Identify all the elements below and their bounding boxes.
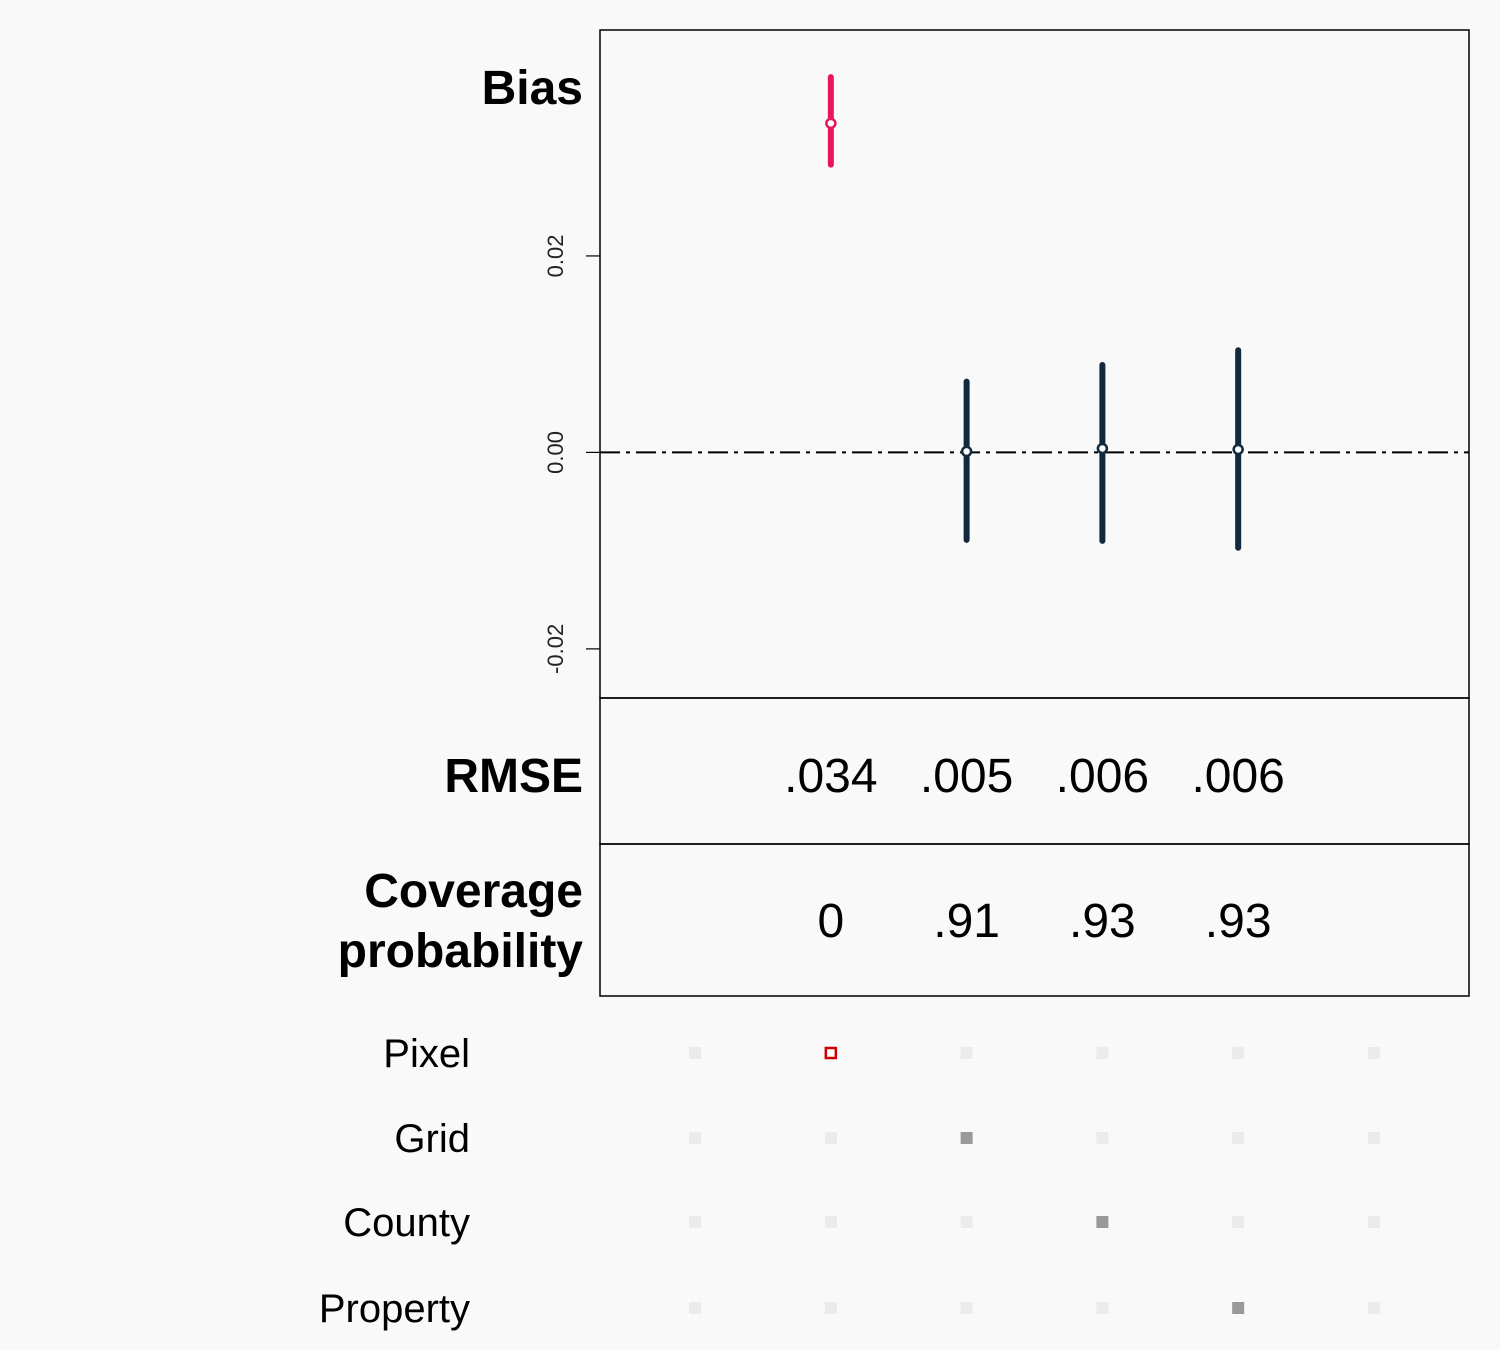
method-indicator: [1096, 1047, 1109, 1059]
rmse-value: .006: [1191, 750, 1284, 803]
rmse-value: .005: [920, 750, 1013, 803]
method-indicator: [1096, 1132, 1109, 1144]
y-tick-label: 0.02: [543, 235, 568, 278]
coverage-title-line1: Coverage: [364, 865, 583, 918]
method-indicator: [824, 1216, 837, 1228]
method-indicator: [1232, 1216, 1245, 1228]
method-indicator-active: [1096, 1216, 1109, 1228]
rmse-panel-frame: [599, 697, 1470, 845]
method-indicator: [960, 1302, 973, 1314]
method-indicator: [1367, 1047, 1380, 1059]
method-indicator: [1096, 1302, 1109, 1314]
method-indicator: [689, 1047, 702, 1059]
rmse-value: .034: [784, 750, 877, 803]
bias-point: [1096, 442, 1109, 455]
rmse-value: .006: [1056, 750, 1149, 803]
method-indicator: [1367, 1302, 1380, 1314]
method-indicator: [1232, 1132, 1245, 1144]
bias-panel-title: Bias: [482, 62, 583, 115]
rmse-panel-title: RMSE: [444, 750, 583, 803]
y-tick-label: -0.02: [543, 624, 568, 674]
coverage-value: .93: [1205, 895, 1272, 948]
bias-point: [960, 445, 973, 458]
rmse-values: .034 .005 .006 .006: [784, 750, 1285, 803]
coverage-value: .93: [1069, 895, 1136, 948]
bias-marks: [825, 74, 1244, 551]
method-indicator: [960, 1047, 973, 1059]
method-indicator-active: [1232, 1302, 1245, 1314]
method-label: Property: [319, 1287, 470, 1331]
method-indicator: [689, 1302, 702, 1314]
method-label: Pixel: [383, 1032, 470, 1076]
method-indicator: [824, 1132, 837, 1144]
method-indicator: [960, 1216, 973, 1228]
method-indicator: [824, 1302, 837, 1314]
method-label: Grid: [394, 1117, 470, 1161]
method-indicator: [689, 1216, 702, 1228]
bias-y-axis: -0.02 0.00 0.02: [543, 235, 600, 674]
coverage-values: 0 .91 .93 .93: [817, 895, 1271, 948]
coverage-panel-frame: [599, 843, 1470, 997]
y-tick-label: 0.00: [543, 431, 568, 474]
bias-point: [825, 117, 837, 130]
method-indicator: [1367, 1132, 1380, 1144]
method-indicator: [1232, 1047, 1245, 1059]
coverage-value: 0: [817, 895, 844, 948]
method-indicator-active: [960, 1132, 973, 1144]
method-matrix: [689, 1046, 1380, 1314]
coverage-value: .91: [933, 895, 1000, 948]
bias-panel-frame: [599, 29, 1470, 699]
method-indicator: [1367, 1216, 1380, 1228]
coverage-title-line2: probability: [338, 925, 584, 978]
bias-point: [1232, 443, 1244, 456]
method-indicator: [689, 1132, 702, 1144]
method-labels: Pixel Grid County Property: [319, 1032, 470, 1331]
method-label: County: [343, 1201, 470, 1245]
method-indicator-active: [824, 1046, 838, 1060]
